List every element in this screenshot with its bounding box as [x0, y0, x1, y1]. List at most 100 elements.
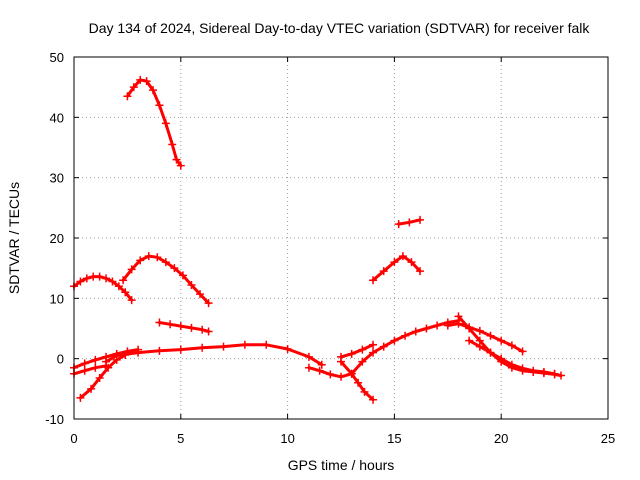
data-point	[518, 364, 527, 373]
data-point	[465, 336, 474, 345]
data-point	[379, 342, 388, 351]
data-point	[176, 161, 185, 170]
data-point	[317, 360, 326, 369]
y-tick-label: -10	[45, 412, 64, 427]
data-point	[407, 258, 416, 267]
data-point	[204, 327, 213, 336]
data-point	[390, 336, 399, 345]
series-early-mid	[70, 361, 111, 378]
data-point	[379, 267, 388, 276]
data-point	[80, 366, 89, 375]
data-point	[153, 253, 162, 262]
data-point	[127, 265, 136, 274]
data-point	[187, 323, 196, 332]
x-axis-label: GPS time / hours	[288, 457, 395, 473]
data-point	[240, 340, 249, 349]
data-point	[354, 378, 363, 387]
axis-ticks: 0 5 10 15 20 25 -10 0 10 20 30 40 50	[45, 50, 615, 446]
data-point	[178, 271, 187, 280]
data-point	[390, 258, 399, 267]
data-point	[411, 327, 420, 336]
data-point	[76, 277, 85, 286]
data-point	[497, 336, 506, 345]
data-point	[337, 372, 345, 381]
data-point	[112, 355, 121, 364]
data-point	[283, 345, 292, 354]
y-tick-label: 40	[50, 110, 64, 125]
y-tick-label: 10	[50, 291, 64, 306]
data-point	[347, 369, 356, 378]
data-point	[136, 75, 145, 84]
data-point	[102, 352, 111, 361]
series-line	[72, 275, 134, 302]
data-point	[557, 371, 566, 380]
data-point	[134, 345, 143, 354]
data-point	[155, 101, 164, 110]
x-tick-label: 15	[387, 431, 401, 446]
data-point	[433, 321, 442, 330]
data-point	[102, 361, 111, 370]
data-point	[475, 342, 484, 351]
series-line	[339, 343, 375, 359]
data-point	[394, 220, 403, 229]
data-point	[358, 357, 367, 366]
data-point	[326, 370, 335, 379]
data-point	[465, 323, 474, 332]
data-point	[304, 352, 313, 361]
series-line	[72, 364, 108, 376]
data-point	[136, 256, 145, 265]
x-tick-label: 10	[280, 431, 294, 446]
data-point	[401, 331, 410, 340]
data-point	[76, 393, 85, 402]
data-point	[91, 355, 100, 364]
data-point	[155, 346, 164, 355]
data-point	[87, 384, 96, 393]
data-point	[108, 277, 117, 286]
data-point	[170, 264, 179, 273]
data-point	[166, 320, 175, 329]
data-point	[127, 296, 136, 305]
data-point	[304, 363, 313, 372]
series-early-lower	[76, 351, 130, 402]
x-tick-label: 0	[70, 431, 77, 446]
data-point	[121, 351, 130, 360]
data-point	[497, 354, 506, 363]
data-point	[443, 321, 452, 330]
data-point	[149, 86, 158, 95]
data-point	[196, 290, 205, 299]
data-point	[161, 258, 170, 267]
data-point	[475, 326, 484, 335]
data-point	[529, 366, 538, 375]
data-point	[454, 319, 463, 328]
data-point	[262, 340, 271, 349]
data-point	[416, 267, 425, 276]
data-point	[347, 349, 356, 358]
series-seg-22	[394, 215, 425, 229]
data-point	[144, 252, 153, 261]
data-point	[80, 359, 89, 368]
data-point	[550, 369, 559, 378]
chart-title: Day 134 of 2024, Sidereal Day-to-day VTE…	[89, 20, 591, 36]
series-segment-6	[155, 318, 213, 336]
data-point	[360, 387, 369, 396]
y-tick-label: 0	[57, 352, 64, 367]
x-tick-label: 20	[494, 431, 508, 446]
data-point	[95, 272, 104, 281]
data-point	[454, 312, 463, 321]
data-point	[168, 140, 177, 149]
series-arc-high	[123, 75, 185, 170]
series-arc-15	[369, 252, 425, 285]
data-point	[398, 252, 407, 261]
data-point	[422, 324, 431, 333]
data-point	[129, 83, 138, 92]
data-point	[204, 299, 213, 308]
data-point	[176, 345, 185, 354]
series-arc-mid	[119, 252, 213, 308]
y-tick-label: 50	[50, 50, 64, 65]
y-tick-label: 30	[50, 171, 64, 186]
series-line	[371, 254, 422, 282]
data-point	[507, 360, 516, 369]
data-point	[95, 373, 104, 382]
data-point	[123, 92, 132, 101]
